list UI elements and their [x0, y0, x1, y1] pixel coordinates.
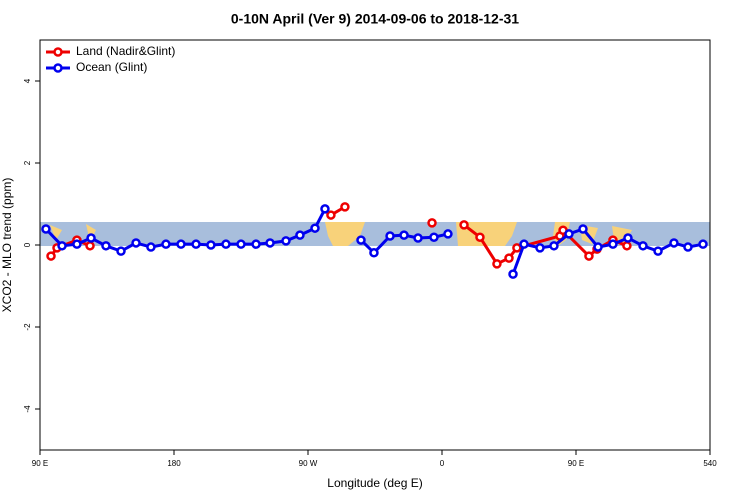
point	[85, 241, 95, 251]
x-tick-label: 0	[440, 459, 445, 468]
point	[236, 239, 246, 249]
legend-marker	[53, 63, 63, 73]
legend-marker	[53, 47, 63, 57]
y-tick-label: 2	[23, 160, 32, 165]
land-patch	[50, 224, 96, 242]
point	[429, 232, 439, 242]
point	[191, 239, 201, 249]
point	[206, 240, 216, 250]
point	[698, 239, 708, 249]
point	[101, 241, 111, 251]
point	[310, 223, 320, 233]
point	[549, 241, 559, 251]
y-tick-label: 0	[23, 242, 32, 247]
y-tick-label: -4	[23, 405, 32, 413]
point	[161, 239, 171, 249]
x-tick-label: 90 E	[32, 459, 48, 468]
point	[356, 235, 366, 245]
chart-title: 0-10N April (Ver 9) 2014-09-06 to 2018-1…	[231, 11, 519, 27]
point	[86, 233, 96, 243]
y-tick-label: -2	[23, 323, 32, 331]
point	[622, 241, 632, 251]
y-tick-label: 4	[23, 78, 32, 83]
point	[593, 242, 603, 252]
point	[578, 224, 588, 234]
point	[492, 259, 502, 269]
point	[519, 239, 529, 249]
point	[221, 239, 231, 249]
land-patch	[456, 222, 517, 246]
point	[459, 220, 469, 230]
legend-label: Land (Nadir&Glint)	[76, 44, 175, 58]
point	[146, 242, 156, 252]
point	[512, 243, 522, 253]
land-patch	[325, 222, 365, 246]
point	[683, 242, 693, 252]
point	[504, 253, 514, 263]
point	[638, 241, 648, 251]
point	[475, 232, 485, 242]
point	[46, 251, 56, 261]
point	[295, 230, 305, 240]
map-background	[40, 222, 710, 246]
legend-label: Ocean (Glint)	[76, 60, 147, 74]
point	[72, 239, 82, 249]
point	[399, 230, 409, 240]
point	[281, 236, 291, 246]
point	[57, 241, 67, 251]
point	[265, 238, 275, 248]
x-tick-label: 90 E	[568, 459, 584, 468]
x-tick-label: 540	[703, 459, 717, 468]
point	[608, 239, 618, 249]
point	[116, 246, 126, 256]
point	[251, 239, 261, 249]
x-axis-label: Longitude (deg E)	[327, 476, 422, 490]
point	[623, 233, 633, 243]
point	[320, 204, 330, 214]
point	[369, 248, 379, 258]
point	[508, 269, 518, 279]
x-tick-label: 90 W	[299, 459, 318, 468]
point	[340, 202, 350, 212]
point	[131, 238, 141, 248]
point	[427, 218, 437, 228]
point	[535, 243, 545, 253]
point	[41, 224, 51, 234]
point	[443, 229, 453, 239]
x-tick-label: 180	[167, 459, 181, 468]
point	[584, 251, 594, 261]
point	[669, 238, 679, 248]
point	[564, 229, 574, 239]
point	[176, 239, 186, 249]
point	[653, 246, 663, 256]
point	[413, 233, 423, 243]
point	[385, 231, 395, 241]
y-axis-label: XCO2 - MLO trend (ppm)	[0, 178, 14, 313]
ocean-band	[40, 222, 710, 246]
point	[326, 210, 336, 220]
